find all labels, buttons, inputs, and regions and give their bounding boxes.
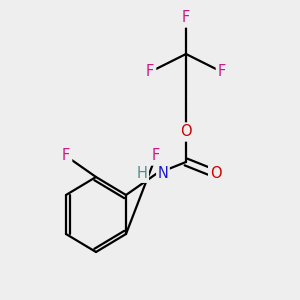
- Text: N: N: [158, 167, 168, 182]
- Text: F: F: [62, 148, 70, 164]
- Text: F: F: [182, 11, 190, 26]
- Text: H: H: [137, 167, 148, 182]
- Text: F: F: [218, 64, 226, 80]
- Text: F: F: [146, 64, 154, 80]
- Text: O: O: [180, 124, 192, 140]
- Text: O: O: [210, 167, 222, 182]
- Text: F: F: [152, 148, 160, 164]
